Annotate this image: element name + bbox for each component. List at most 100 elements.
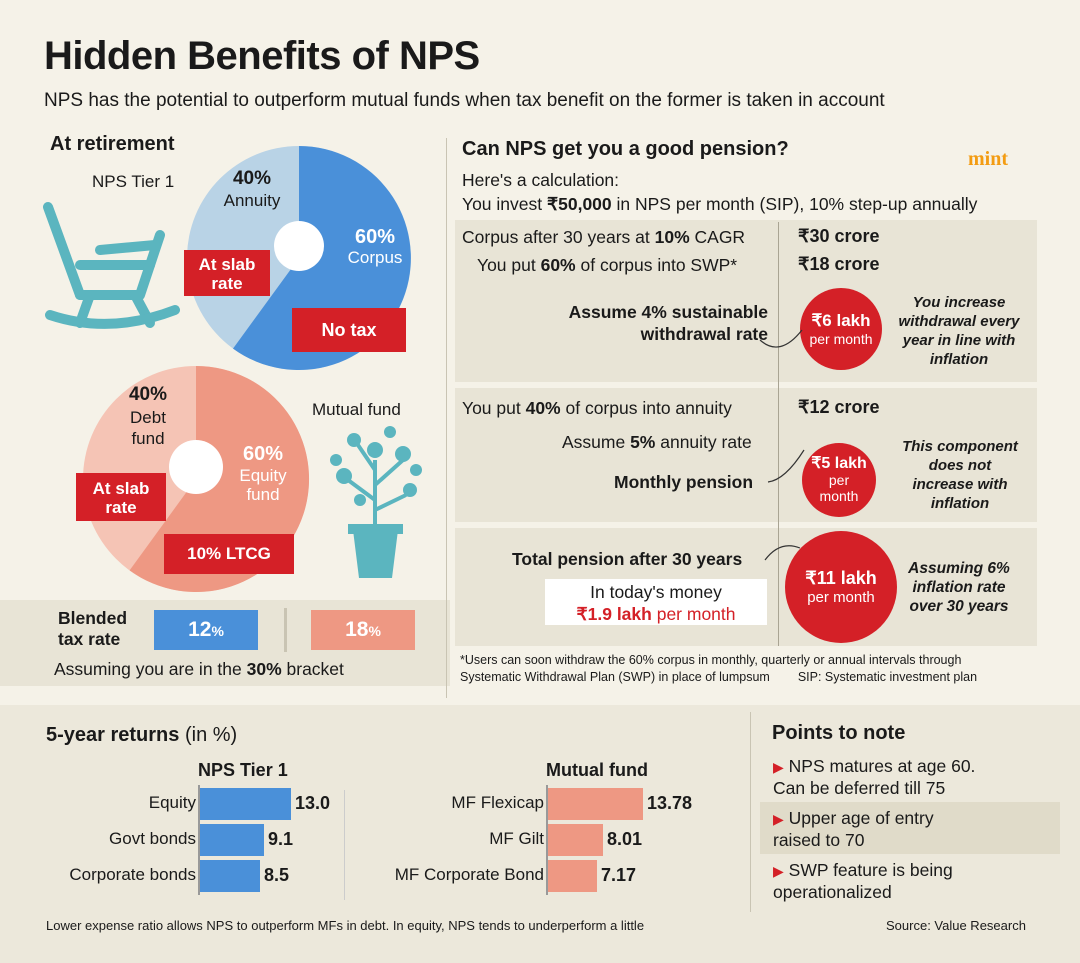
mf-slab-line2: rate	[105, 498, 137, 517]
nps-tier1-label: NPS Tier 1	[92, 172, 175, 191]
bar-mark	[200, 860, 260, 892]
blended-line1: Blended	[58, 608, 128, 628]
bar-mark	[200, 788, 291, 820]
total-note: Assuming 6% inflation rate over 30 years	[898, 559, 1020, 616]
total-arrow	[764, 545, 801, 561]
annuity-post: of corpus into annuity	[560, 398, 732, 418]
swp-panel	[455, 220, 1037, 382]
bar-mark	[548, 824, 603, 856]
invest-line: You invest ₹50,000 in NPS per month (SIP…	[462, 194, 977, 215]
today-bold: ₹1.9 lakh	[576, 604, 652, 624]
mf-equity-label: Equity fund	[228, 466, 298, 504]
today-post: per month	[651, 604, 736, 624]
annuity-line: You put 40% of corpus into annuity	[462, 398, 732, 419]
total-note-1: Assuming 6%	[908, 560, 1010, 577]
invest-pre: You invest	[462, 194, 547, 214]
nps-slab-line1: At slab	[198, 255, 256, 274]
rocking-chair-icon	[43, 202, 180, 329]
nps-annuity-pct: 40%	[232, 168, 272, 189]
monthly-per: per	[828, 472, 850, 488]
corpus-value: ₹30 crore	[798, 226, 880, 246]
swp-post: of corpus into SWP*	[575, 255, 738, 275]
withdraw-note-3: year in line with	[902, 332, 1016, 349]
annuity-bold: 40%	[525, 398, 561, 418]
connector-arrows	[759, 329, 805, 561]
blended-tax-label: Blended tax rate	[58, 608, 127, 650]
mf-debt-label: Debt fund	[118, 407, 178, 449]
footnote-line1: *Users can soon withdraw the 60% corpus …	[460, 653, 962, 667]
point-3-line1: SWP feature is being	[788, 860, 953, 880]
page-subtitle: NPS has the potential to outperform mutu…	[44, 90, 885, 111]
bar-mark	[200, 824, 264, 856]
blended-nps-value: 12	[188, 618, 212, 641]
bar-mark	[548, 788, 643, 820]
withdraw-circle: ₹6 lakh per month	[800, 288, 882, 370]
point-1-line1: NPS matures at age 60.	[788, 756, 976, 776]
mf-slab-rate-badge: At slab rate	[76, 473, 166, 521]
bar-mark	[548, 860, 597, 892]
swp-bold: 60%	[540, 255, 576, 275]
annuity-pre: You put	[462, 398, 526, 418]
nps-no-tax-badge: No tax	[292, 308, 406, 352]
footnote-line2: Systematic Withdrawal Plan (SWP) in plac…	[460, 670, 770, 684]
calc-intro: Here's a calculation:	[462, 170, 620, 190]
monthly-arrow	[767, 449, 805, 483]
pension-heading: Can NPS get you a good pension?	[462, 138, 789, 160]
withdraw-note-2: withdrawal every	[898, 313, 1020, 330]
mint-logo: mint	[968, 148, 1008, 170]
mf-ltcg-badge: 10% LTCG	[164, 534, 294, 574]
section-divider	[446, 138, 447, 698]
red-triangle-icon: ▶	[773, 759, 784, 775]
pie-center-hole	[274, 221, 324, 271]
annuity-rate-post: annuity rate	[655, 432, 752, 452]
bar-category-label: Govt bonds	[109, 829, 196, 848]
monthly-circle: ₹5 lakh per month	[802, 443, 876, 517]
withdraw-line1: Assume 4% sustainable	[568, 302, 768, 322]
invest-bold: ₹50,000	[546, 194, 612, 214]
mf-returns-heading: Mutual fund	[546, 760, 648, 780]
bar-value-label: 8.01	[607, 829, 643, 849]
monthly-amount: ₹5 lakh	[811, 455, 867, 472]
point-item-2: ▶ Upper age of entry raised to 70	[773, 808, 934, 851]
calc-divider	[778, 222, 779, 646]
blended-line2: tax rate	[58, 629, 121, 649]
chart-divider	[344, 790, 345, 900]
bar-value-label: 9.1	[268, 829, 294, 849]
blended-mf-value: 18	[345, 618, 369, 641]
point-2-line1: Upper age of entry	[788, 808, 934, 828]
returns-heading: 5-year returns (in %)	[46, 724, 237, 747]
corpus-post: CAGR	[689, 227, 746, 247]
point-item-1: ▶ NPS matures at age 60. Can be deferred…	[773, 756, 975, 799]
nps-corpus-pct: 60%	[354, 226, 396, 248]
pct-sign: %	[211, 623, 224, 639]
total-note-2: inflation rate	[912, 579, 1006, 596]
mf-debt-pct: 40%	[128, 384, 168, 405]
bar-category-label: Equity	[148, 793, 196, 812]
nps-returns-heading: NPS Tier 1	[198, 760, 288, 780]
bar-value-label: 8.5	[264, 865, 290, 885]
bar-category-label: Corporate bonds	[69, 865, 196, 884]
mf-equity-line2: fund	[246, 485, 280, 504]
mf-axis	[546, 785, 548, 895]
returns-heading-unit: (in %)	[179, 724, 238, 746]
today-money-box: In today's money ₹1.9 lakh per month	[545, 579, 767, 625]
corpus-bold: 10%	[654, 227, 690, 247]
monthly-note-1: This component	[902, 438, 1018, 455]
nps-axis	[198, 785, 200, 895]
nps-slab-rate-badge: At slab rate	[184, 250, 270, 296]
withdraw-label: Assume 4% sustainable withdrawal rate	[540, 301, 768, 345]
monthly-pension-label: Monthly pension	[614, 472, 754, 492]
annuity-panel	[455, 388, 1037, 522]
points-heading: Points to note	[772, 722, 906, 744]
mf-equity-line1: Equity	[239, 466, 287, 485]
corpus-line: Corpus after 30 years at 10% CAGR	[462, 227, 745, 248]
footnote-sip: SIP: Systematic investment plan	[797, 670, 978, 684]
withdraw-period: per month	[809, 331, 873, 347]
monthly-note-4: inflation	[930, 495, 990, 512]
total-note-3: over 30 years	[909, 598, 1009, 615]
annuity-rate-bold: 5%	[630, 432, 656, 452]
swp-pre: You put	[477, 255, 541, 275]
today-label: In today's money	[590, 582, 722, 602]
page-title: Hidden Benefits of NPS	[44, 34, 480, 78]
nps-slab-line2: rate	[211, 274, 243, 293]
